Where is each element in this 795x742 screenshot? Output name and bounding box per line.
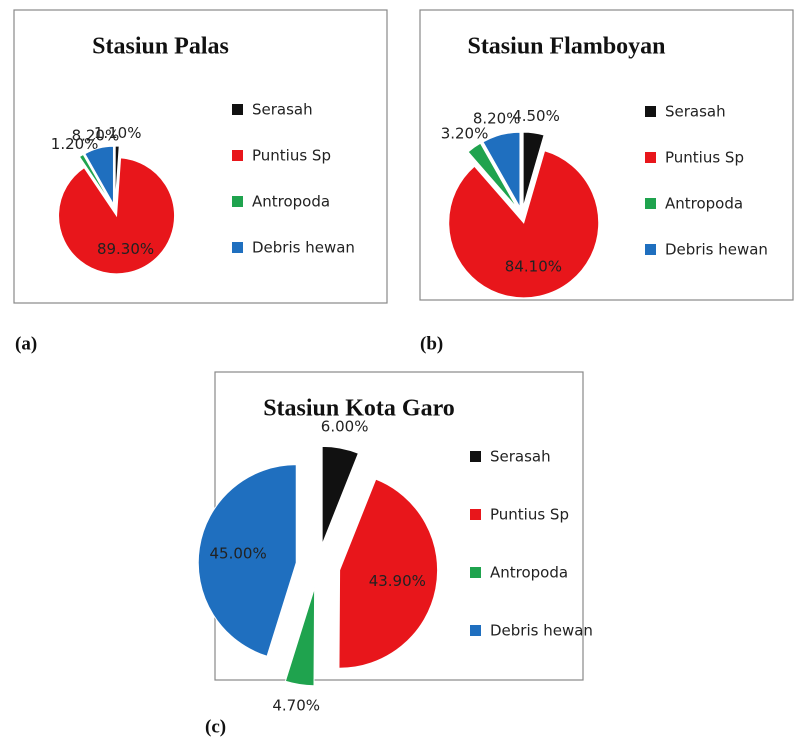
data-label: 6.00%	[321, 417, 369, 435]
pie-slice	[448, 150, 600, 299]
legend-label: Debris hewan	[665, 241, 768, 259]
panel-label: (b)	[420, 333, 443, 354]
legend-swatch	[470, 509, 481, 520]
legend-swatch	[645, 106, 656, 117]
chart-title: Stasiun Kota Garo	[263, 396, 455, 422]
pie-slice	[321, 445, 360, 545]
pie-slice	[522, 131, 545, 208]
pie-slice	[114, 145, 120, 205]
pie-slice	[284, 587, 316, 687]
legend-label: Debris hewan	[490, 622, 593, 640]
data-label: 43.90%	[369, 572, 426, 590]
legend-label: Serasah	[252, 101, 313, 119]
legend-label: Serasah	[665, 103, 726, 121]
legend-swatch	[232, 104, 243, 115]
legend-swatch	[645, 152, 656, 163]
data-label: 89.30%	[97, 240, 154, 258]
legend-swatch	[232, 150, 243, 161]
legend-swatch	[232, 242, 243, 253]
legend-label: Serasah	[490, 448, 551, 466]
legend-label: Puntius Sp	[252, 147, 331, 165]
legend-swatch	[645, 198, 656, 209]
panel-label: (c)	[205, 716, 226, 737]
legend-label: Puntius Sp	[490, 506, 569, 524]
data-label: 45.00%	[210, 544, 267, 562]
pie-slice	[467, 142, 518, 209]
chart-title: Stasiun Palas	[92, 34, 229, 60]
legend-label: Antropoda	[665, 195, 743, 213]
pie-slice	[78, 153, 113, 206]
legend-label: Debris hewan	[252, 239, 355, 257]
data-label: 1.10%	[94, 124, 142, 142]
pie-slice	[197, 464, 297, 657]
legend-label: Antropoda	[490, 564, 568, 582]
data-label: 1.20%	[51, 135, 99, 153]
legend-swatch	[232, 196, 243, 207]
legend-swatch	[470, 567, 481, 578]
data-label: 3.20%	[441, 124, 489, 142]
data-label: 8.20%	[72, 126, 120, 144]
pie-slice	[58, 157, 176, 275]
legend-swatch	[470, 451, 481, 462]
pie-slice	[338, 478, 439, 669]
data-label: 8.20%	[473, 109, 521, 127]
legend-swatch	[645, 244, 656, 255]
chart-title: Stasiun Flamboyan	[467, 34, 665, 60]
data-label: 4.70%	[272, 696, 320, 714]
data-label: 84.10%	[505, 257, 562, 275]
data-label: 4.50%	[512, 107, 560, 125]
legend-swatch	[470, 625, 481, 636]
legend-label: Puntius Sp	[665, 149, 744, 167]
panel-label: (a)	[15, 333, 37, 354]
pie-slice	[84, 145, 114, 207]
pie-slice	[482, 131, 521, 210]
legend-label: Antropoda	[252, 193, 330, 211]
